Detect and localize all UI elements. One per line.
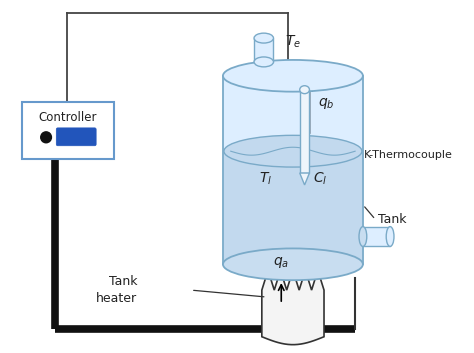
Polygon shape <box>224 151 362 264</box>
Polygon shape <box>363 227 390 246</box>
Text: Tank
heater: Tank heater <box>96 275 137 305</box>
Ellipse shape <box>254 57 273 67</box>
Ellipse shape <box>223 249 363 280</box>
Ellipse shape <box>224 135 362 167</box>
Ellipse shape <box>300 86 310 94</box>
Polygon shape <box>223 76 363 264</box>
Ellipse shape <box>386 227 394 246</box>
Polygon shape <box>262 270 324 345</box>
Text: K-Thermocouple: K-Thermocouple <box>364 150 453 160</box>
Text: $q_b$: $q_b$ <box>318 96 334 111</box>
Text: $T_l$: $T_l$ <box>259 171 272 187</box>
FancyBboxPatch shape <box>56 128 96 146</box>
FancyBboxPatch shape <box>22 102 114 159</box>
Text: Tank: Tank <box>378 213 407 226</box>
Polygon shape <box>254 38 273 62</box>
Ellipse shape <box>223 60 363 92</box>
Ellipse shape <box>254 33 273 43</box>
Polygon shape <box>300 90 310 173</box>
Ellipse shape <box>359 227 367 246</box>
Circle shape <box>41 132 52 143</box>
Text: $q_a$: $q_a$ <box>273 255 289 270</box>
Text: $C_l$: $C_l$ <box>313 171 328 187</box>
Text: $T_e$: $T_e$ <box>285 34 301 50</box>
Text: Controller: Controller <box>38 111 97 124</box>
Polygon shape <box>300 173 310 185</box>
